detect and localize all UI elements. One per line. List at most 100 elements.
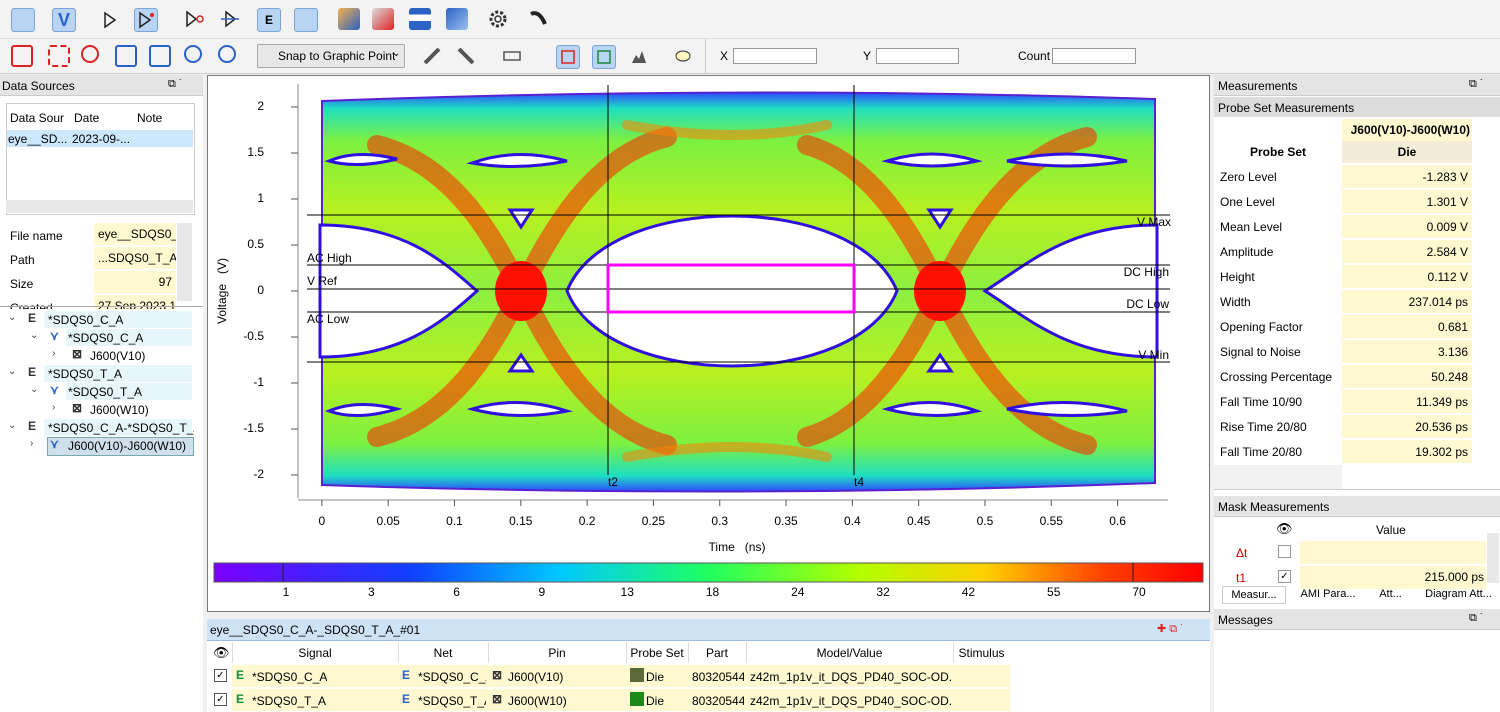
tool-button[interactable] [629,45,651,67]
colorbar-label: 1 [283,585,290,599]
mask-name: t1 [1236,571,1247,585]
tool-button[interactable] [487,8,509,30]
tree-toggle[interactable]: › [52,402,56,413]
tree-toggle[interactable]: ⌄ [8,312,17,323]
tool-button[interactable] [338,8,360,30]
column-title: Signal [298,646,332,660]
tool-button[interactable] [672,45,694,67]
y-tick-label: 1 [257,191,264,205]
tree-label[interactable]: *SDQS0_T_A [48,367,123,381]
tree-toggle[interactable]: ⌄ [8,420,17,431]
tool-button[interactable] [11,8,35,32]
tool-button[interactable] [501,45,523,67]
column-title: Value [1376,523,1406,537]
panel-tab[interactable]: Att... [1379,588,1402,600]
mask-value [1300,541,1486,564]
icon [597,50,611,64]
eye-density [318,91,1159,493]
tool-button[interactable] [81,45,99,63]
checkbox[interactable]: ✓ [1278,570,1291,583]
column-header [688,642,746,663]
probe-color [630,668,644,682]
x-field[interactable] [733,48,817,64]
panel-tab[interactable]: AMI Para... [1300,588,1356,600]
separator [1214,489,1500,490]
cell-icon: E [236,692,245,706]
panel-buttons[interactable]: ✚ ⧉ ˙ [1157,623,1184,635]
tool-button[interactable] [556,45,580,69]
icon [221,10,239,28]
tool-button[interactable] [455,45,477,67]
tool-button[interactable]: E [257,8,281,32]
row-highlight [44,365,192,382]
tool-button[interactable] [149,45,171,67]
icon [632,51,646,63]
property-name: Size [10,277,34,291]
tree-toggle[interactable]: › [30,438,34,449]
panel-buttons[interactable]: ⧉ ˙ [168,78,183,90]
tree-label[interactable]: *SDQS0_T_A [68,385,143,399]
toolbar-main: V E [0,0,1500,39]
tool-button[interactable] [134,8,158,32]
probe-header: J600(V10)-J600(W10) [1342,119,1472,141]
tool-button[interactable] [372,8,394,30]
tool-button[interactable] [421,45,443,67]
y-tick-label: -2 [253,467,264,481]
measurement-value: 2.584 V [1342,240,1472,264]
panel-tab[interactable]: Measur... [1222,586,1286,604]
tool-button[interactable] [48,45,70,67]
colorbar-label: 6 [453,585,460,599]
measurement-value: 0.009 V [1342,215,1472,239]
tool-button[interactable] [99,8,123,32]
tree-label[interactable]: *SDQS0_C_A [68,331,144,345]
property-name: Created [10,301,53,309]
tool-button[interactable] [446,8,468,30]
tool-button[interactable] [115,45,137,67]
tool-button[interactable] [409,8,431,30]
column-header: Data Sour [10,111,65,125]
panel-buttons[interactable]: ⧉ ˙ [1469,78,1484,90]
x-axis-label: Time (ns) [709,540,766,554]
panel-tab[interactable]: Diagram Att... [1425,588,1492,600]
tool-button[interactable] [184,45,202,63]
x-tick-label: 0.55 [1040,514,1064,528]
tree-label[interactable]: J600(W10) [90,403,149,417]
cell: J600(W10) [508,694,567,708]
scrollbar[interactable] [6,200,193,213]
y-tick-label: 0 [257,283,264,297]
tree-toggle[interactable]: ⌄ [30,330,39,341]
table-row[interactable] [7,130,193,147]
tool-button[interactable] [11,45,33,67]
tree-toggle[interactable]: ⌄ [30,384,39,395]
panel-buttons[interactable]: ⧉ ˙ [1469,612,1484,624]
y-field[interactable] [876,48,959,64]
row-highlight [44,311,192,328]
tool-button[interactable] [527,8,549,30]
tree-label[interactable]: J600(V10) [90,349,146,363]
checkbox[interactable]: ✓ [214,693,227,706]
column-title: Die [1397,145,1417,159]
tree-label[interactable]: J600(V10)-J600(W10) [68,439,187,453]
measurement-name: Zero Level [1220,170,1277,184]
tool-button[interactable] [294,8,318,32]
column-header [232,642,398,663]
checkbox[interactable]: ✓ [214,669,227,682]
scrollbar[interactable] [177,223,192,301]
tree-toggle[interactable]: › [52,348,56,359]
tree-label[interactable]: *SDQS0_C_A [48,313,124,327]
count-field[interactable] [1052,48,1136,64]
tree-toggle[interactable]: ⌄ [8,366,17,377]
tool-button[interactable]: V [52,8,76,32]
snap-dropdown[interactable]: Snap to Graphic Point ⌄ [257,44,405,68]
mask-name: Δt [1236,546,1248,560]
tool-button[interactable] [219,8,241,30]
tool-button[interactable] [218,45,236,63]
checkbox[interactable] [1278,545,1291,558]
tree-label[interactable]: *SDQS0_C_A-*SDQS0_T_A [48,421,194,435]
tool-button[interactable] [183,8,205,30]
scrollbar[interactable] [1487,533,1499,583]
tool-button[interactable] [592,45,616,69]
measurement-name: Mean Level [1220,220,1283,234]
panel-header: eye__SDQS0_C_A-_SDQS0_T_A_#01 ✚ ⧉ ˙ [207,619,1210,641]
